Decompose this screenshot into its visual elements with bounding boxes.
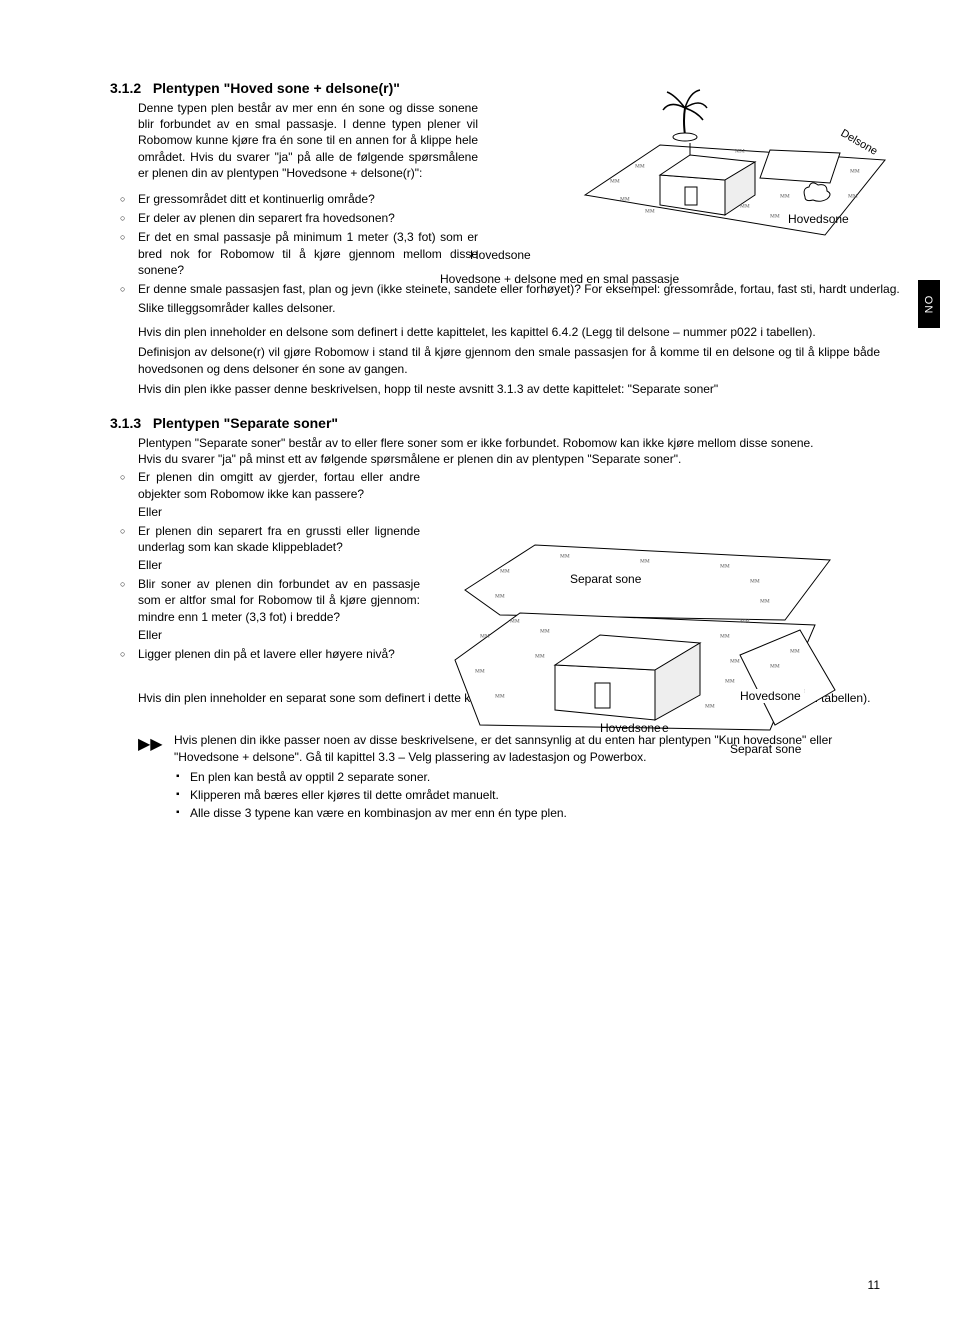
q1-1: Er gressområdet ditt et kontinuerlig omr… xyxy=(138,191,478,207)
note-b3: Alle disse 3 typene kan være en kombinas… xyxy=(190,805,880,821)
figure-1: ᴹᴹ ᴹᴹ ᴹᴹ ᴹᴹ ᴹᴹ ᴹᴹ ᴹᴹ ᴹᴹ ᴹᴹ ᴹᴹ Delsone Ho… xyxy=(580,75,890,240)
note-bullets: En plen kan bestå av opptil 2 separate s… xyxy=(174,769,880,822)
fig1-hovedsone-caption: Hovedsone xyxy=(470,248,531,262)
q1-2: Er deler av plenen din separert fra hove… xyxy=(138,210,478,226)
section-2-intro2: Hvis du svarer "ja" på minst ett av følg… xyxy=(138,451,880,467)
note-b1: En plen kan bestå av opptil 2 separate s… xyxy=(190,769,880,785)
section-1-p3: Hvis din plen ikke passer denne beskrive… xyxy=(138,381,880,397)
svg-text:ᴹᴹ: ᴹᴹ xyxy=(640,557,650,567)
svg-text:ᴹᴹ: ᴹᴹ xyxy=(740,617,750,627)
q2-1: Er plenen din omgitt av gjerder, fortau … xyxy=(138,469,420,501)
svg-text:ᴹᴹ: ᴹᴹ xyxy=(620,195,630,205)
svg-text:ᴹᴹ: ᴹᴹ xyxy=(500,567,510,577)
svg-text:ᴹᴹ: ᴹᴹ xyxy=(730,657,740,667)
svg-text:ᴹᴹ: ᴹᴹ xyxy=(560,552,570,562)
svg-text:ᴹᴹ: ᴹᴹ xyxy=(850,167,860,177)
svg-text:ᴹᴹ: ᴹᴹ xyxy=(480,632,490,642)
fig1-delsone-label: Delsone xyxy=(839,127,880,158)
svg-text:ᴹᴹ: ᴹᴹ xyxy=(635,162,645,172)
section-2-number: 3.1.3 xyxy=(110,415,141,431)
eller-3: Eller xyxy=(138,628,420,642)
section-2-heading: 3.1.3 Plentypen "Separate soner" xyxy=(110,415,880,431)
svg-text:ᴹᴹ: ᴹᴹ xyxy=(790,647,800,657)
svg-text:ᴹᴹ: ᴹᴹ xyxy=(495,692,505,702)
note-block: ▶▶ Hvis plenen din ikke passer noen av d… xyxy=(138,732,880,821)
figure-2-svg: ᴹᴹ ᴹᴹ ᴹᴹ ᴹᴹ ᴹᴹ ᴹᴹ ᴹᴹ ᴹᴹ ᴹᴹ ᴹᴹ ᴹᴹ ᴹᴹ ᴹᴹ ᴹ… xyxy=(440,525,850,760)
svg-text:ᴹᴹ: ᴹᴹ xyxy=(760,597,770,607)
eller-1: Eller xyxy=(138,505,420,519)
section-1-p1: Hvis din plen inneholder en delsone som … xyxy=(138,324,880,340)
svg-text:ᴹᴹ: ᴹᴹ xyxy=(780,192,790,202)
section-1-title: Plentypen "Hoved sone + delsone(r)" xyxy=(153,80,400,96)
svg-text:ᴹᴹ: ᴹᴹ xyxy=(725,677,735,687)
section-1-slike: Slike tilleggsområder kalles delsoner. xyxy=(138,300,880,316)
q1-4: Er denne smale passasjen fast, plan og j… xyxy=(138,281,908,297)
fig1-hovedsone-label: Hovedsone xyxy=(788,212,849,226)
fig2-separat-top: Separat sone xyxy=(570,572,642,586)
svg-text:ᴹᴹ: ᴹᴹ xyxy=(645,207,655,217)
section-1-p2: Definisjon av delsone(r) vil gjøre Robom… xyxy=(138,344,880,376)
svg-text:ᴹᴹ: ᴹᴹ xyxy=(740,202,750,212)
figure-1-svg: ᴹᴹ ᴹᴹ ᴹᴹ ᴹᴹ ᴹᴹ ᴹᴹ ᴹᴹ ᴹᴹ ᴹᴹ ᴹᴹ Delsone Ho… xyxy=(580,75,890,240)
q2-2: Er plenen din separert fra en grussti el… xyxy=(138,523,420,555)
page-number: 11 xyxy=(868,1278,880,1292)
svg-text:ᴹᴹ: ᴹᴹ xyxy=(720,562,730,572)
note-arrow-icon: ▶▶ xyxy=(138,734,163,754)
section-1-number: 3.1.2 xyxy=(110,80,141,96)
svg-text:ᴹᴹ: ᴹᴹ xyxy=(540,627,550,637)
q2-4: Ligger plenen din på et lavere eller høy… xyxy=(138,646,420,662)
section-2-intro1: Plentypen "Separate soner" består av to … xyxy=(138,435,880,451)
q1-3: Er det en smal passasje på minimum 1 met… xyxy=(138,229,478,278)
svg-text:Hovedsone: Hovedsone xyxy=(740,689,801,703)
section-2-title: Plentypen "Separate soner" xyxy=(153,415,338,431)
eller-2: Eller xyxy=(138,558,420,572)
svg-text:ᴹᴹ: ᴹᴹ xyxy=(735,147,745,157)
section-1-intro: Denne typen plen består av mer enn én so… xyxy=(138,100,478,181)
svg-text:ᴹᴹ: ᴹᴹ xyxy=(770,662,780,672)
svg-text:ᴹᴹ: ᴹᴹ xyxy=(475,667,485,677)
svg-text:ᴹᴹ: ᴹᴹ xyxy=(610,177,620,187)
svg-text:ᴹᴹ: ᴹᴹ xyxy=(750,577,760,587)
figure-2: ᴹᴹ ᴹᴹ ᴹᴹ ᴹᴹ ᴹᴹ ᴹᴹ ᴹᴹ ᴹᴹ ᴹᴹ ᴹᴹ ᴹᴹ ᴹᴹ ᴹᴹ ᴹ… xyxy=(440,525,850,760)
svg-text:ᴹᴹ: ᴹᴹ xyxy=(705,702,715,712)
note-b2: Klipperen må bæres eller kjøres til dett… xyxy=(190,787,880,803)
language-tab: NO xyxy=(918,280,940,328)
svg-text:ᴹᴹ: ᴹᴹ xyxy=(510,617,520,627)
language-tab-label: NO xyxy=(923,295,935,314)
svg-text:ᴹᴹ: ᴹᴹ xyxy=(720,632,730,642)
svg-text:ᴹᴹ: ᴹᴹ xyxy=(770,212,780,222)
svg-text:ᴹᴹ: ᴹᴹ xyxy=(535,652,545,662)
section-2-questions: Er plenen din omgitt av gjerder, fortau … xyxy=(110,469,420,501)
svg-text:ᴹᴹ: ᴹᴹ xyxy=(495,592,505,602)
q2-3: Blir soner av plenen din forbundet av en… xyxy=(138,576,420,625)
note-text: Hvis plenen din ikke passer noen av diss… xyxy=(174,732,880,767)
svg-text:ᴹᴹ: ᴹᴹ xyxy=(848,192,858,202)
